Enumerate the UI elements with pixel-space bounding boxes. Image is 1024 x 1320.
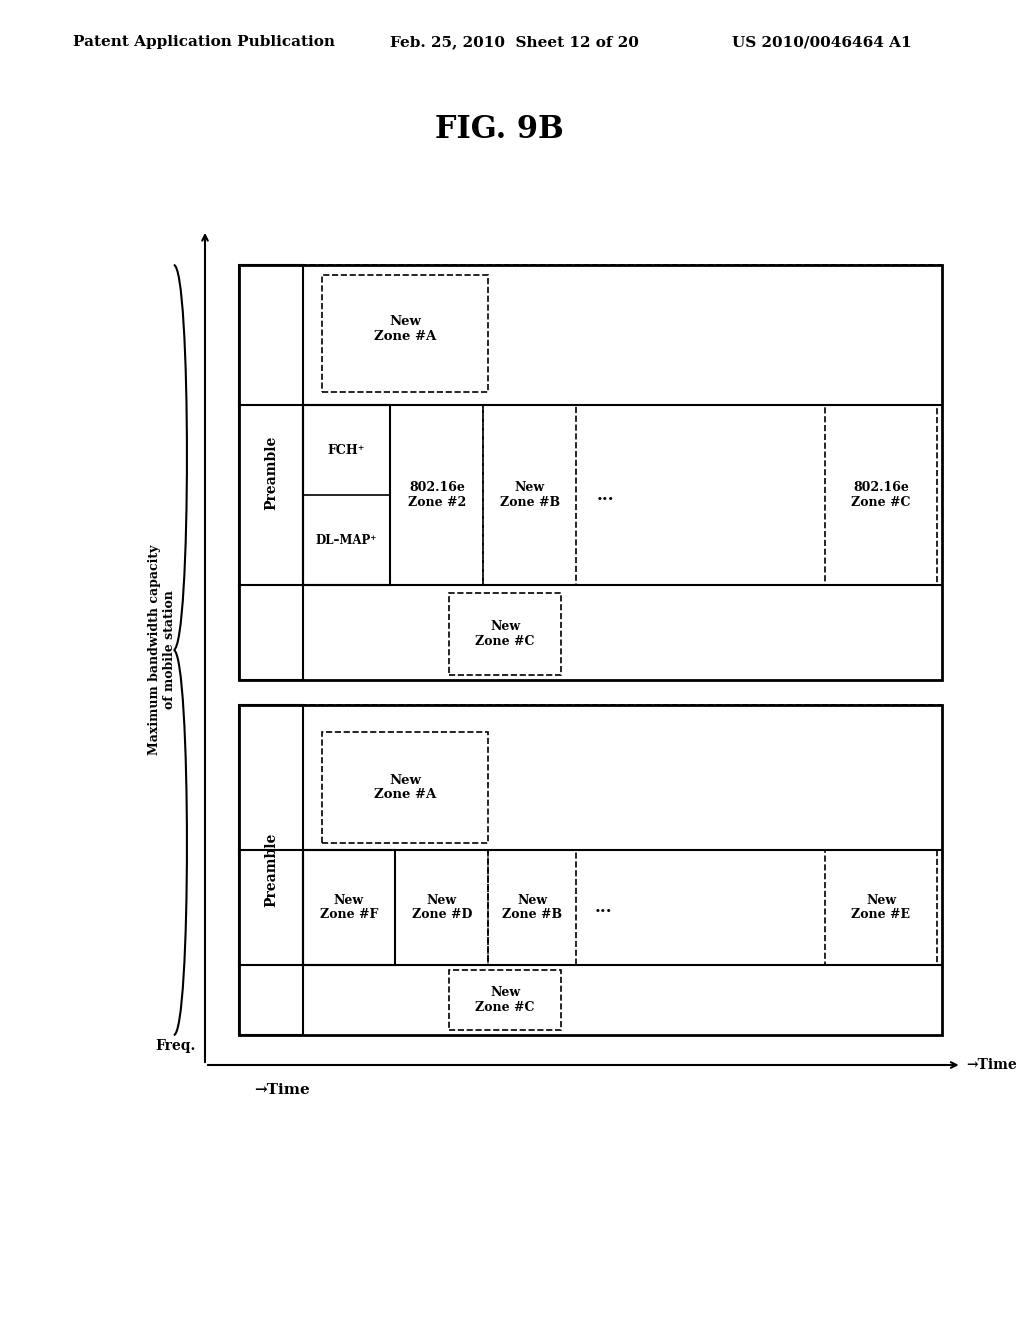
Text: New
Zone #C: New Zone #C (475, 620, 535, 648)
Bar (240, 705, 303, 1035)
Bar (240, 265, 942, 680)
Bar (323, 275, 488, 392)
Text: 802.16e
Zone #2: 802.16e Zone #2 (408, 480, 466, 510)
Bar (450, 970, 561, 1030)
Bar (483, 405, 575, 585)
Text: →Time: →Time (254, 1082, 309, 1097)
Bar (240, 265, 303, 680)
Text: Preamble: Preamble (264, 436, 278, 510)
Bar (323, 733, 488, 843)
Text: New
Zone #E: New Zone #E (852, 894, 910, 921)
Bar (303, 850, 395, 965)
Text: New
Zone #F: New Zone #F (319, 894, 378, 921)
Bar (395, 850, 488, 965)
Text: ...: ... (596, 487, 614, 503)
Text: Freq.: Freq. (155, 1039, 196, 1053)
Bar (240, 705, 942, 1035)
Text: DL–MAP⁺: DL–MAP⁺ (315, 533, 377, 546)
Text: New
Zone #B: New Zone #B (500, 480, 560, 510)
Text: FIG. 9B: FIG. 9B (435, 115, 564, 145)
Text: US 2010/0046464 A1: US 2010/0046464 A1 (732, 36, 911, 49)
Text: Preamble: Preamble (264, 833, 278, 907)
Text: ...: ... (595, 899, 612, 916)
Bar (825, 850, 937, 965)
Bar (390, 405, 483, 585)
Text: New
Zone #C: New Zone #C (475, 986, 535, 1014)
Bar (825, 405, 937, 585)
Bar (488, 850, 575, 965)
Text: New
Zone #A: New Zone #A (374, 314, 436, 342)
Text: FCH⁺: FCH⁺ (328, 444, 366, 457)
Text: Patent Application Publication: Patent Application Publication (73, 36, 335, 49)
Text: →Time: →Time (967, 1059, 1017, 1072)
Text: Feb. 25, 2010  Sheet 12 of 20: Feb. 25, 2010 Sheet 12 of 20 (390, 36, 639, 49)
Bar (450, 593, 561, 675)
Text: New
Zone #B: New Zone #B (502, 894, 562, 921)
Bar (303, 405, 390, 585)
Text: 802.16e
Zone #C: 802.16e Zone #C (851, 480, 910, 510)
Text: New
Zone #A: New Zone #A (374, 774, 436, 801)
Text: Maximum bandwidth capacity
of mobile station: Maximum bandwidth capacity of mobile sta… (148, 545, 176, 755)
Text: New
Zone #D: New Zone #D (412, 894, 472, 921)
